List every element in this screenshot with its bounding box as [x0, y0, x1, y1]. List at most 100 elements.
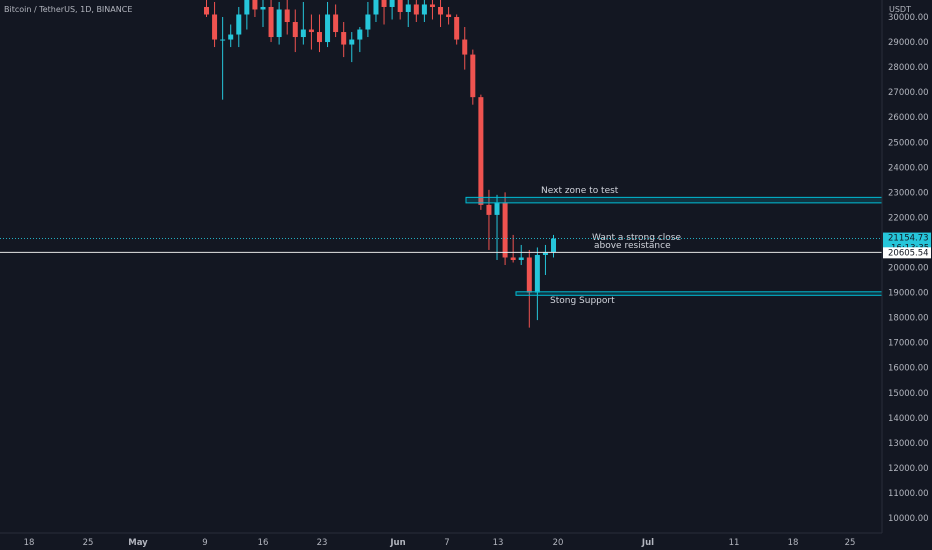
- candle[interactable]: [454, 14, 460, 45]
- candle[interactable]: [325, 1, 331, 48]
- y-tick-label: 18000.00: [888, 314, 929, 324]
- time-axis[interactable]: 18 25 May 9 16 23 Jun 7 13 20 Jul 11 18 25: [24, 538, 856, 548]
- support-zone[interactable]: [515, 291, 883, 296]
- x-tick-label: 7: [444, 538, 449, 548]
- candle[interactable]: [316, 14, 322, 53]
- y-tick-label: 19000.00: [888, 289, 929, 299]
- candle-body: [333, 14, 339, 33]
- candle-body: [534, 254, 540, 293]
- candle-body: [397, 0, 403, 12]
- candle[interactable]: [300, 1, 306, 45]
- candle[interactable]: [333, 4, 339, 38]
- candle[interactable]: [308, 14, 314, 50]
- candle-body: [325, 14, 331, 43]
- candle-body: [429, 4, 435, 7]
- y-tick-label: 25000.00: [888, 138, 929, 148]
- candle[interactable]: [236, 6, 242, 48]
- candle[interactable]: [204, 0, 209, 17]
- y-tick-label: 15000.00: [888, 389, 929, 399]
- candle-body: [502, 202, 508, 258]
- candle[interactable]: [478, 94, 484, 210]
- candle[interactable]: [220, 17, 226, 100]
- candle-body: [228, 34, 234, 40]
- x-tick-label: 20: [553, 538, 564, 548]
- note-line-2: above resistance: [594, 241, 671, 251]
- candle[interactable]: [357, 27, 363, 53]
- candle[interactable]: [510, 234, 516, 263]
- line-price-value: 20605.54: [888, 248, 929, 258]
- candle-body: [268, 6, 274, 38]
- candle-body: [236, 14, 242, 35]
- x-tick-label: 25: [83, 538, 94, 548]
- candle[interactable]: [397, 0, 403, 20]
- candle[interactable]: [542, 244, 548, 276]
- candle[interactable]: [389, 0, 395, 20]
- candle[interactable]: [349, 32, 355, 63]
- candle[interactable]: [292, 9, 298, 53]
- chart-title: Bitcoin / TetherUS, 1D, BINANCE: [4, 5, 132, 14]
- resistance-zone[interactable]: [465, 196, 883, 204]
- candle-body: [470, 54, 476, 98]
- resistance-zone-label: Next zone to test: [541, 186, 619, 196]
- candle-body: [494, 202, 500, 215]
- candle[interactable]: [228, 24, 234, 48]
- candle[interactable]: [551, 234, 557, 258]
- candle-body: [413, 4, 419, 15]
- x-tick-label: 11: [729, 538, 740, 548]
- candle-body: [341, 32, 347, 45]
- candle-body: [510, 257, 516, 260]
- x-tick-label: 13: [493, 538, 504, 548]
- candle[interactable]: [494, 194, 500, 260]
- y-tick-label: 30000.00: [888, 13, 929, 23]
- candle[interactable]: [526, 249, 532, 328]
- y-tick-label: 14000.00: [888, 414, 929, 424]
- y-tick-label: 24000.00: [888, 163, 929, 173]
- candle-body: [381, 0, 387, 7]
- candle[interactable]: [284, 0, 290, 35]
- note-line-1: Want a strong close: [592, 233, 681, 243]
- candle[interactable]: [462, 27, 468, 70]
- candle-body: [542, 252, 548, 255]
- price-axis[interactable]: 10000.00 11000.00 12000.00 13000.00 14000.00…: [888, 13, 929, 524]
- candle-body: [462, 39, 468, 55]
- line-price-tag: 20605.54: [883, 247, 931, 259]
- candle-body: [220, 39, 226, 41]
- candle[interactable]: [421, 0, 427, 23]
- candle-body: [260, 6, 266, 10]
- candle[interactable]: [438, 0, 444, 28]
- candle-body: [212, 14, 218, 40]
- y-tick-label: 16000.00: [888, 364, 929, 374]
- candle[interactable]: [341, 22, 347, 58]
- candle-body: [308, 29, 314, 33]
- candle[interactable]: [429, 0, 435, 20]
- candle[interactable]: [502, 192, 508, 265]
- y-tick-label: 28000.00: [888, 63, 929, 73]
- candle[interactable]: [534, 247, 540, 321]
- candle-body: [204, 6, 209, 15]
- candle[interactable]: [212, 1, 218, 48]
- candle-body: [446, 14, 452, 17]
- candle-body: [349, 39, 355, 45]
- candle[interactable]: [365, 1, 371, 38]
- candle[interactable]: [381, 0, 387, 25]
- candle[interactable]: [276, 1, 282, 45]
- x-tick-label: 25: [845, 538, 856, 548]
- candle[interactable]: [373, 0, 379, 23]
- candle[interactable]: [486, 189, 492, 250]
- candle[interactable]: [260, 0, 266, 28]
- candle[interactable]: [446, 6, 452, 25]
- x-tick-label: 16: [258, 538, 269, 548]
- y-tick-label: 11000.00: [888, 489, 929, 499]
- candle[interactable]: [518, 244, 524, 265]
- candle-body: [551, 238, 557, 253]
- y-tick-label: 27000.00: [888, 88, 929, 98]
- candle[interactable]: [413, 0, 419, 23]
- candle[interactable]: [405, 0, 411, 28]
- candle[interactable]: [268, 0, 274, 43]
- candle[interactable]: [470, 49, 476, 105]
- candle-body: [365, 14, 371, 30]
- candle[interactable]: [244, 0, 250, 30]
- candle[interactable]: [252, 0, 258, 17]
